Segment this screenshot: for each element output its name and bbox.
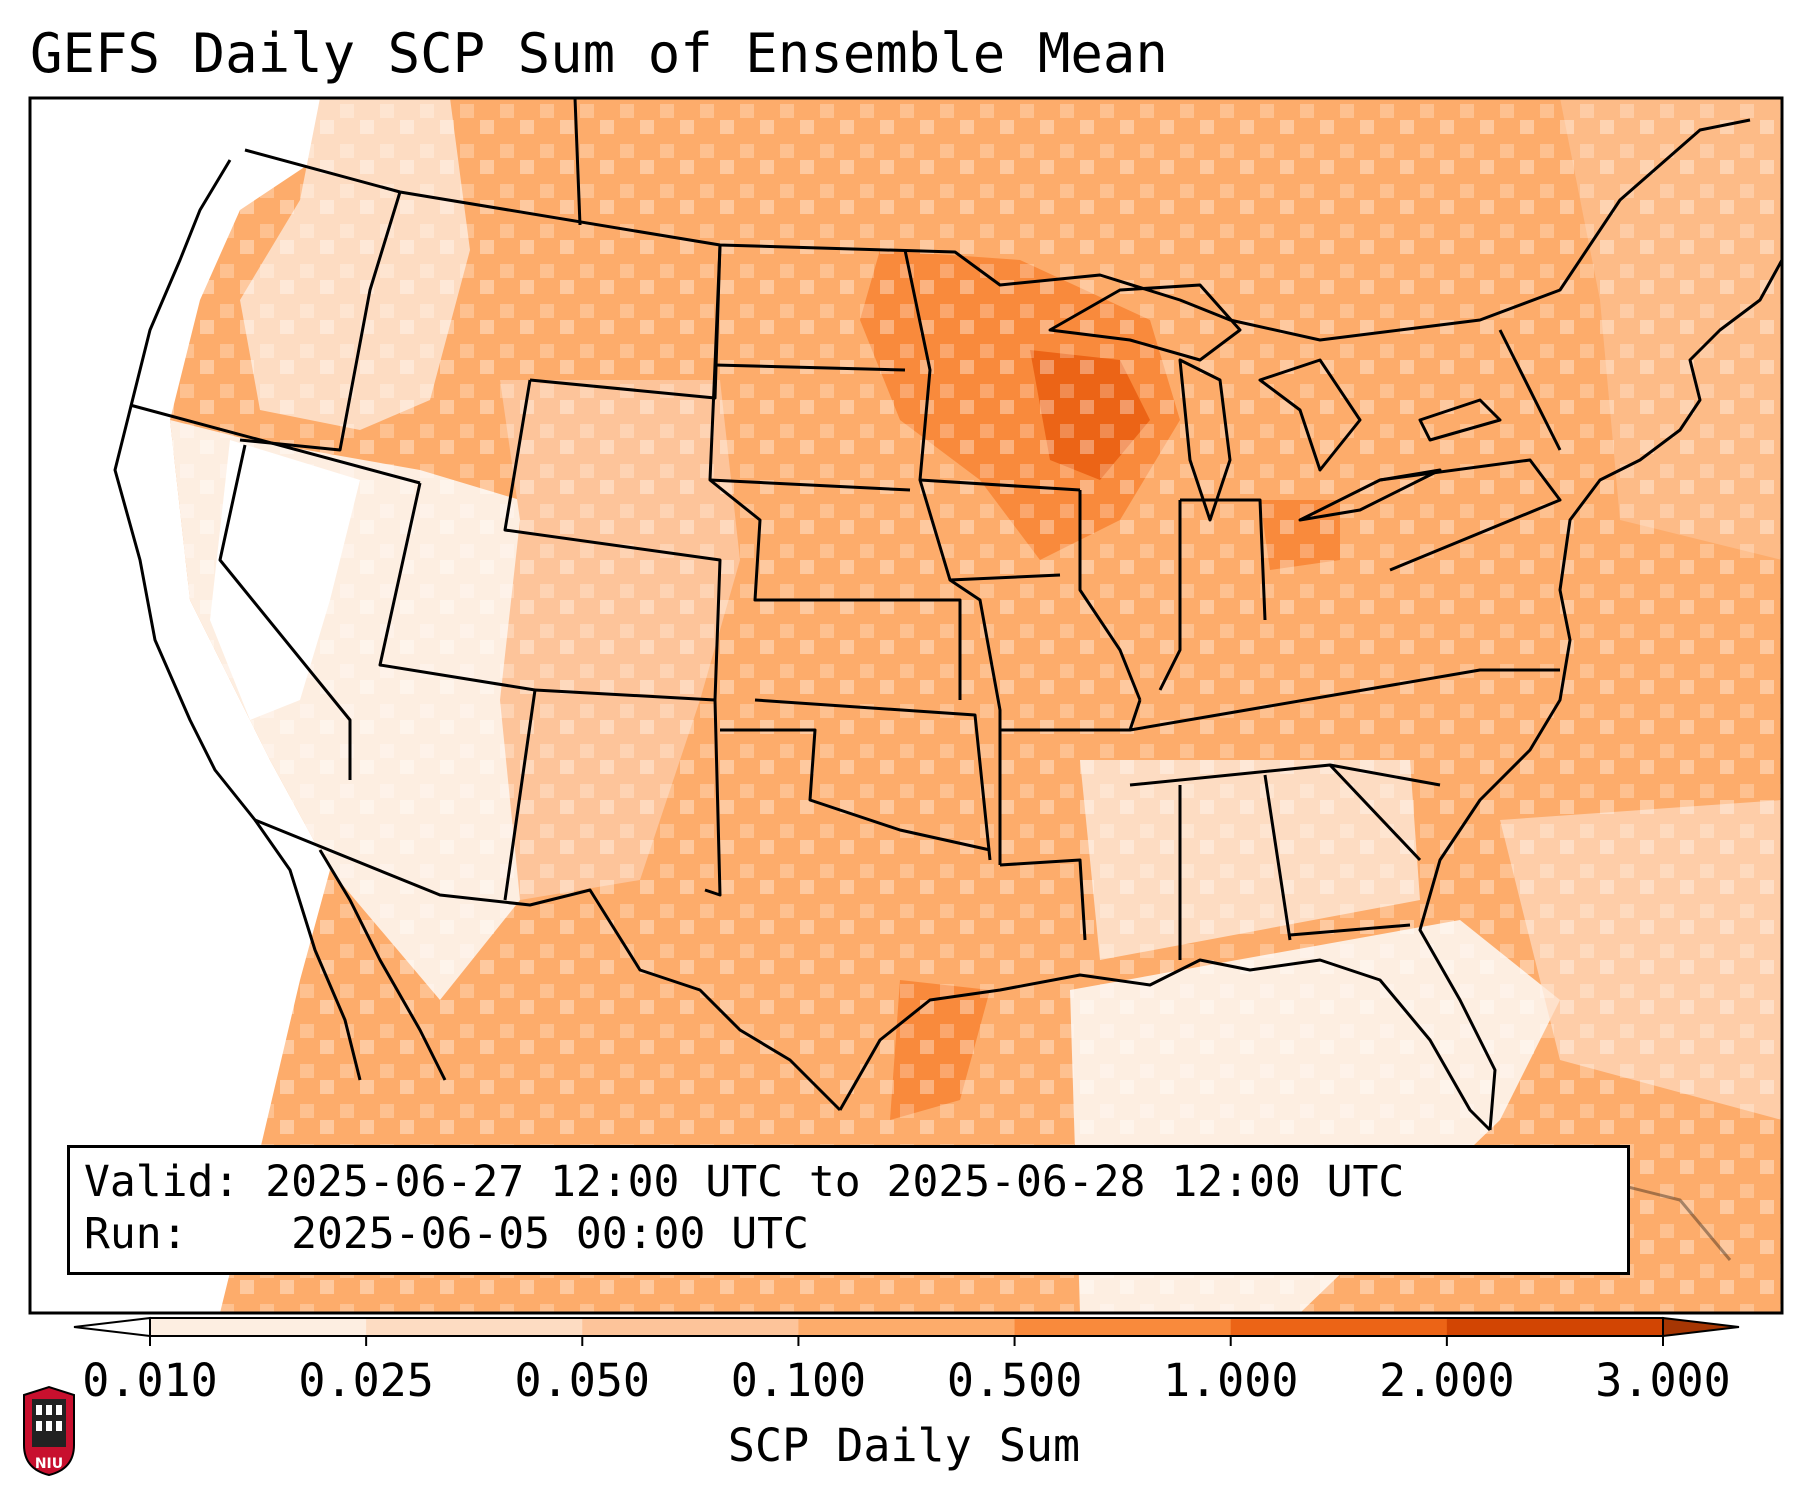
colorbar-under-extend bbox=[73, 1316, 151, 1338]
lake-erie bbox=[1298, 468, 1442, 522]
valid-line: Valid: 2025-06-27 12:00 UTC to 2025-06-2… bbox=[84, 1156, 1627, 1208]
iowa-mo bbox=[919, 478, 1081, 492]
colorbar-tick-label: 2.000 bbox=[1379, 1354, 1515, 1407]
nd-sd bbox=[714, 363, 906, 372]
in-oh bbox=[1180, 498, 1267, 621]
ga-sc bbox=[1328, 763, 1422, 862]
colorbar-tick-label: 0.500 bbox=[946, 1354, 1083, 1407]
valid-label: Valid: bbox=[84, 1157, 240, 1207]
boundary-lines bbox=[113, 98, 1782, 1261]
colorbar-segment bbox=[150, 1318, 367, 1336]
speckle-texture bbox=[30, 98, 1782, 1313]
colorbar-segment bbox=[1446, 1318, 1664, 1336]
west-coast bbox=[113, 159, 362, 1081]
colorbar-tick-label: 3.000 bbox=[1595, 1354, 1731, 1407]
lake-michigan bbox=[1178, 358, 1232, 522]
wyoming-colorado bbox=[503, 379, 722, 901]
info-box: Valid: 2025-06-27 12:00 UTC to 2025-06-2… bbox=[67, 1145, 1630, 1275]
colorbar-segment bbox=[1014, 1318, 1232, 1336]
valid-value: 2025-06-27 12:00 UTC to 2025-06-28 12:00… bbox=[265, 1157, 1405, 1207]
sd-ne bbox=[709, 478, 911, 492]
baja-coast bbox=[318, 849, 447, 1081]
map-area bbox=[30, 98, 1782, 1313]
colorbar bbox=[73, 1316, 1740, 1346]
colorbar-tick-label: 0.100 bbox=[730, 1354, 867, 1407]
colorbar-title: SCP Daily Sum bbox=[727, 1419, 1081, 1472]
kansas-oklahoma bbox=[754, 698, 992, 861]
niu-logo: NIU bbox=[20, 1385, 78, 1477]
east-coast bbox=[1418, 259, 1782, 1131]
colorbar-tick-label: 0.025 bbox=[298, 1354, 434, 1407]
oregon-south bbox=[129, 403, 421, 485]
colorbar-segment bbox=[798, 1318, 1016, 1336]
colorbar-tick-label: 0.050 bbox=[514, 1354, 651, 1407]
tn-ky-nc bbox=[1129, 668, 1560, 732]
run-line: Run: 2025-06-05 00:00 UTC bbox=[84, 1208, 1627, 1260]
colorbar-segment bbox=[1230, 1318, 1448, 1336]
colorbar-over-extend bbox=[1662, 1316, 1740, 1338]
chart-title: GEFS Daily SCP Sum of Ensemble Mean bbox=[30, 22, 1168, 85]
run-value: 2025-06-05 00:00 UTC bbox=[291, 1209, 809, 1259]
gulf-coast bbox=[838, 958, 1492, 1132]
colorbar-tick-label: 0.010 bbox=[82, 1354, 218, 1407]
lake-huron bbox=[1258, 358, 1362, 472]
run-label: Run: bbox=[84, 1209, 188, 1259]
colorbar-segment bbox=[366, 1318, 583, 1336]
utah-nevada bbox=[378, 482, 536, 692]
map-frame bbox=[28, 96, 1784, 1315]
montana-dakota bbox=[573, 98, 582, 226]
new-york bbox=[1498, 329, 1562, 451]
nevada-west bbox=[218, 444, 352, 780]
ar-la bbox=[999, 858, 1087, 941]
texas-north bbox=[720, 728, 991, 852]
al-ga bbox=[1263, 774, 1292, 941]
lake-superior bbox=[1048, 283, 1242, 362]
ga-fl bbox=[1289, 923, 1411, 937]
idaho-west bbox=[239, 191, 402, 452]
new-mexico-east bbox=[704, 699, 722, 897]
logo-text: NIU bbox=[34, 1456, 64, 1472]
lake-ontario bbox=[1418, 398, 1502, 442]
colorbar-segment bbox=[582, 1318, 799, 1336]
colorbar-frame bbox=[149, 1317, 1664, 1337]
il-west bbox=[1078, 490, 1142, 701]
colorbar-tick-label: 1.000 bbox=[1162, 1354, 1299, 1407]
mexico-border bbox=[254, 818, 842, 1112]
mo-north bbox=[949, 573, 1061, 582]
pennsylvania bbox=[1379, 458, 1562, 572]
il-in bbox=[1158, 500, 1182, 691]
niu-shield-icon bbox=[23, 1385, 75, 1477]
